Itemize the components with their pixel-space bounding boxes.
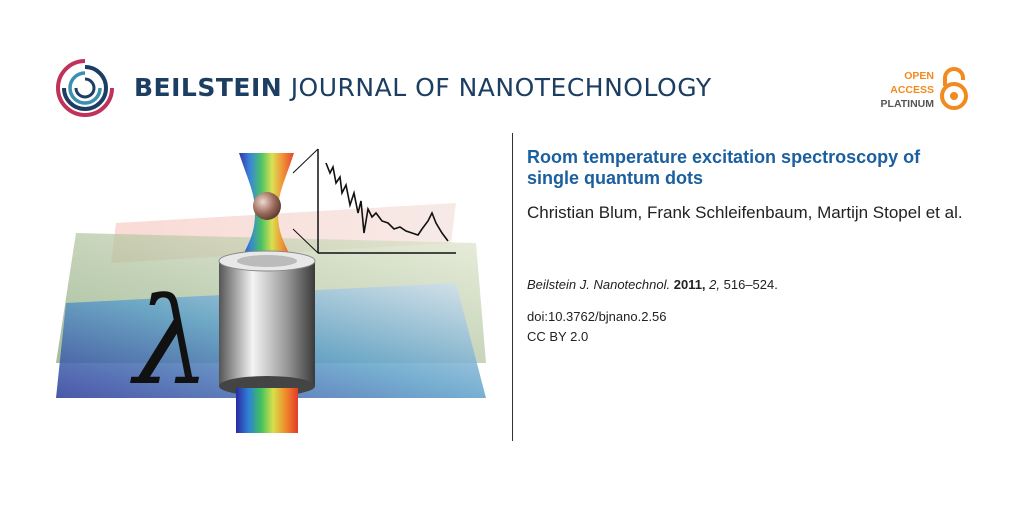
laser-beam-lower [236, 388, 298, 433]
citation-journal: Beilstein J. Nanotechnol. [527, 277, 671, 292]
citation-pages: 516–524. [723, 277, 778, 292]
citation-year: 2011, [673, 277, 706, 292]
graphical-abstract: λ [56, 148, 486, 433]
journal-title-rest: JOURNAL OF NANOTECHNOLOGY [290, 73, 712, 102]
article-authors: Christian Blum, Frank Schleifenbaum, Mar… [527, 203, 963, 222]
vertical-divider [512, 133, 513, 441]
journal-title[interactable]: BEILSTEIN JOURNAL OF NANOTECHNOLOGY [134, 74, 712, 102]
citation-volume: 2, [709, 277, 721, 292]
article-doi[interactable]: doi:10.3762/bjnano.2.56 [527, 309, 667, 324]
journal-logo-icon [56, 59, 114, 117]
open-access-line3: PLATINUM [880, 98, 934, 110]
spectrum-plot [292, 148, 456, 254]
open-access-line2: ACCESS [890, 84, 934, 96]
lambda-symbol: λ [130, 273, 210, 412]
open-access-line1: OPEN [904, 70, 934, 82]
quantum-dot [253, 192, 281, 220]
open-access-badge: OPEN ACCESS PLATINUM [881, 69, 934, 111]
open-access-lock-icon [940, 67, 968, 110]
article-title[interactable]: Room temperature excitation spectroscopy… [527, 147, 921, 188]
article-citation: Beilstein J. Nanotechnol. 2011, 2, 516–5… [527, 277, 778, 292]
objective-lens [219, 261, 315, 386]
article-license[interactable]: CC BY 2.0 [527, 329, 589, 344]
journal-title-bold: BEILSTEIN [134, 73, 283, 102]
